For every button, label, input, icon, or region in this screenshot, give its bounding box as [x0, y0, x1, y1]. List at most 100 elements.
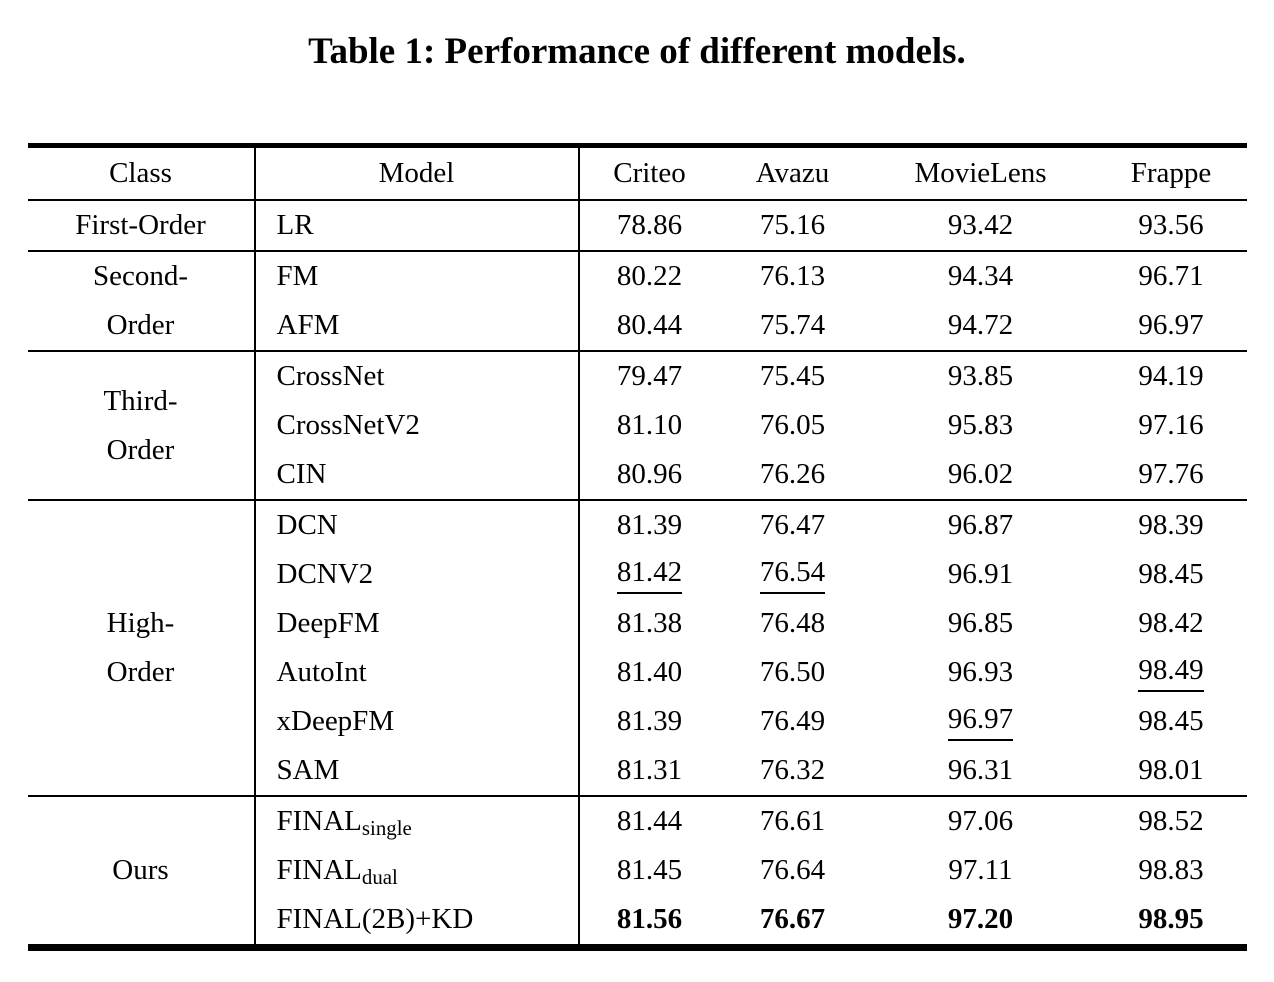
header-row: Class Model Criteo Avazu MovieLens Frapp…: [27, 145, 1247, 201]
value-cell: 76.50: [720, 648, 866, 697]
value-cell: 75.16: [719, 199, 866, 251]
metric-value: 93.85: [947, 360, 1014, 392]
metric-value: 96.02: [947, 458, 1014, 490]
value-cell: 96.97: [1096, 301, 1247, 351]
metric-value: 76.05: [759, 409, 826, 441]
value-cell: 93.85: [865, 350, 1096, 401]
value-cell: 78.86: [578, 199, 720, 251]
table-row: DeepFM 81.38 76.48 96.85 98.42: [28, 599, 1247, 648]
table-row: SAM 81.31 76.32 96.31 98.01: [28, 746, 1247, 796]
metric-value: 81.39: [616, 509, 683, 541]
value-cell: 81.10: [579, 401, 720, 450]
table-caption: Table 1: Performance of different models…: [308, 31, 966, 72]
metric-value: 80.22: [616, 260, 683, 292]
metric-value: 80.44: [616, 309, 683, 341]
model-name: DCNV2: [276, 558, 374, 590]
document-page: Table 1: Performance of different models…: [0, 30, 1274, 951]
model-name: FINAL: [276, 854, 362, 886]
value-cell: 96.31: [866, 746, 1096, 796]
metric-value: 97.11: [948, 854, 1013, 886]
value-cell: 76.05: [720, 401, 866, 450]
table-row: AutoInt 81.40 76.50 96.93 98.49: [28, 648, 1247, 697]
model-cell: xDeepFM: [254, 697, 580, 746]
column-header-avazu: Avazu: [719, 145, 866, 201]
metric-value: 98.95: [1138, 903, 1204, 935]
value-cell: 76.26: [720, 450, 866, 500]
value-cell: 79.47: [578, 350, 720, 401]
model-cell: SAM: [254, 746, 580, 796]
value-cell: 93.56: [1095, 199, 1247, 251]
value-cell: 98.01: [1096, 746, 1247, 796]
model-cell: DeepFM: [254, 599, 580, 648]
metric-value: 96.71: [1138, 260, 1204, 292]
value-cell: 98.45: [1096, 697, 1247, 746]
metric-value: 98.45: [1138, 558, 1204, 590]
column-header-frappe: Frappe: [1095, 145, 1247, 201]
metric-value: 76.49: [759, 705, 826, 737]
model-cell: DCNV2: [254, 550, 580, 599]
value-cell: 80.22: [578, 250, 720, 301]
value-cell: 96.85: [866, 599, 1096, 648]
model-subscript: single: [361, 816, 412, 841]
model-cell: AFM: [254, 301, 580, 351]
table-row: Second- Order FM 80.22 76.13 94.34 96.71: [27, 250, 1247, 351]
model-cell: DCN: [254, 499, 580, 550]
value-cell: 98.49: [1096, 648, 1247, 697]
value-cell: 98.52: [1095, 795, 1247, 846]
value-cell: 94.72: [866, 301, 1096, 351]
value-cell: 97.11: [866, 846, 1096, 895]
table-row: AFM 80.44 75.74 94.72 96.97: [28, 301, 1247, 351]
metric-value: 98.52: [1138, 805, 1204, 837]
value-cell: 95.83: [866, 401, 1096, 450]
metric-value: 76.54: [759, 556, 826, 594]
metric-value: 79.47: [616, 360, 683, 392]
metric-value: 97.06: [947, 805, 1014, 837]
model-cell: LR: [254, 199, 580, 251]
class-cell: Second- Order: [27, 250, 256, 351]
metric-value: 97.16: [1138, 409, 1204, 441]
model-name: DCN: [276, 509, 338, 541]
column-header-movielens: MovieLens: [865, 145, 1096, 201]
value-cell: 76.67: [720, 895, 866, 948]
metric-value: 94.19: [1138, 360, 1204, 392]
column-header-criteo: Criteo: [578, 145, 720, 201]
value-cell: 98.83: [1096, 846, 1247, 895]
metric-value: 96.87: [947, 509, 1014, 541]
value-cell: 96.71: [1095, 250, 1247, 301]
metric-value: 81.40: [616, 656, 683, 688]
metric-value: 81.31: [616, 754, 683, 786]
class-cell: First-Order: [27, 199, 256, 251]
table-row: FINALdual 81.45 76.64 97.11 98.83: [28, 846, 1247, 895]
value-cell: 76.49: [720, 697, 866, 746]
model-name: AutoInt: [276, 656, 367, 688]
metric-value: 80.96: [616, 458, 683, 490]
value-cell: 81.40: [579, 648, 720, 697]
model-cell: FINALsingle: [254, 795, 580, 846]
metric-value: 75.16: [759, 209, 826, 241]
metric-value: 96.85: [947, 607, 1014, 639]
model-name: DeepFM: [276, 607, 380, 639]
table-row: CrossNetV2 81.10 76.05 95.83 97.16: [28, 401, 1247, 450]
metric-value: 96.93: [947, 656, 1014, 688]
metric-value: 78.86: [616, 209, 683, 241]
metric-value: 76.50: [759, 656, 826, 688]
class-cell: High- Order: [27, 499, 256, 796]
model-name: CrossNetV2: [276, 409, 420, 441]
metric-value: 81.44: [616, 805, 683, 837]
value-cell: 76.64: [720, 846, 866, 895]
value-cell: 96.93: [866, 648, 1096, 697]
model-name: FM: [276, 260, 319, 292]
value-cell: 76.61: [719, 795, 866, 846]
model-cell: FM: [254, 250, 580, 301]
metric-value: 94.72: [947, 309, 1014, 341]
model-cell: FINALdual: [254, 846, 580, 895]
value-cell: 93.42: [865, 199, 1096, 251]
metric-value: 96.97: [1138, 309, 1204, 341]
value-cell: 96.02: [866, 450, 1096, 500]
metric-value: 76.47: [759, 509, 826, 541]
value-cell: 80.44: [579, 301, 720, 351]
value-cell: 97.76: [1096, 450, 1247, 500]
metric-value: 97.76: [1138, 458, 1204, 490]
metric-value: 98.45: [1138, 705, 1204, 737]
metric-value: 98.42: [1138, 607, 1204, 639]
